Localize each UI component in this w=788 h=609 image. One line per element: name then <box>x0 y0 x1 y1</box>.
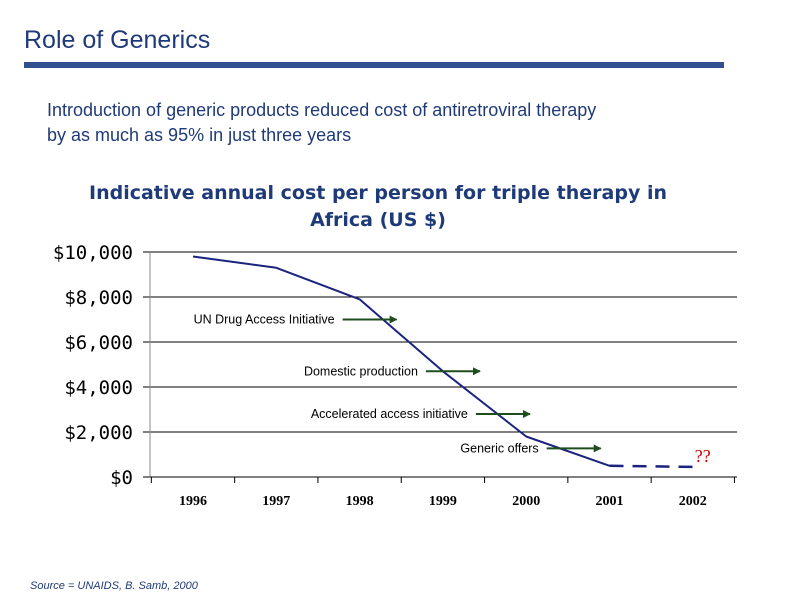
y-tick-label-0: $10,000 <box>53 242 133 264</box>
y-tick-label-5: $0 <box>110 467 133 489</box>
x-tick-label-1997: 1997 <box>262 494 290 509</box>
x-tick-label-1996: 1996 <box>179 494 207 509</box>
source-note: Source = UNAIDS, B. Samb, 2000 <box>30 580 198 592</box>
y-tick-label-1: $8,000 <box>64 287 133 309</box>
series-line-dashed <box>609 464 693 469</box>
chart-title-line-1: Indicative annual cost per person for tr… <box>89 182 667 204</box>
y-tick-label-3: $4,000 <box>64 377 133 399</box>
chart-title: Indicative annual cost per person for tr… <box>78 180 678 234</box>
intro-text: Introduction of generic products reduced… <box>47 98 747 148</box>
question-mark-label: ?? <box>695 446 711 466</box>
annotation-label-1: Domestic production <box>304 364 418 378</box>
title-rule <box>24 62 724 68</box>
x-tick-label-2002: 2002 <box>679 494 707 509</box>
series-line-solid <box>192 255 610 467</box>
x-tick-label-1998: 1998 <box>346 494 374 509</box>
intro-line-2: by as much as 95% in just three years <box>47 125 352 145</box>
x-tick-label-2000: 2000 <box>512 494 540 509</box>
y-tick-label-2: $6,000 <box>64 332 133 354</box>
annotation-label-0: UN Drug Access Initiative <box>194 313 335 327</box>
intro-line-1: Introduction of generic products reduced… <box>47 100 597 120</box>
annotation-label-3: Generic offers <box>460 441 538 455</box>
slide-title: Role of Generics <box>24 26 211 54</box>
chart-title-line-2: Africa (US $) <box>310 209 446 231</box>
annotation-label-2: Accelerated access initiative <box>311 407 468 421</box>
x-tick-label-1999: 1999 <box>429 494 457 509</box>
y-tick-label-4: $2,000 <box>64 422 133 444</box>
x-tick-label-2001: 2001 <box>596 494 624 509</box>
